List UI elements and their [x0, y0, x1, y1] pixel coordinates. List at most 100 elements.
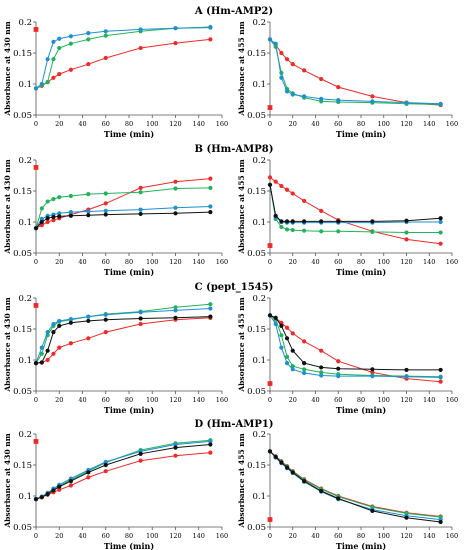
data-point	[438, 216, 443, 221]
data-point	[438, 379, 443, 384]
data-point	[290, 367, 295, 372]
x-tick-label: 120	[400, 120, 412, 128]
data-point	[86, 336, 91, 341]
data-point	[302, 479, 307, 484]
data-point	[279, 224, 284, 230]
series-line	[269, 451, 441, 523]
x-tick-label: 0	[34, 396, 38, 404]
y-tick-label: 0.05	[247, 249, 266, 259]
data-point	[284, 227, 290, 232]
x-tick-label: 0	[268, 258, 272, 266]
data-point	[319, 208, 324, 213]
x-tick-label: 60	[102, 258, 110, 266]
data-point	[279, 219, 284, 224]
x-tick-label: 120	[169, 120, 181, 128]
x-tick-label: 40	[78, 120, 86, 128]
data-point	[319, 488, 324, 494]
y-axis-label: Absorbance at 430 nm	[3, 297, 12, 392]
data-point	[319, 96, 324, 101]
series-green	[267, 182, 443, 235]
series-red	[267, 449, 443, 519]
x-axis-label: Time (min)	[104, 541, 154, 550]
data-point	[45, 357, 50, 363]
data-point	[57, 45, 62, 51]
data-point	[284, 336, 290, 341]
data-point	[319, 76, 324, 82]
data-point	[68, 316, 73, 322]
data-point	[173, 179, 178, 184]
data-point	[68, 209, 73, 215]
x-tick-label: 80	[125, 532, 133, 540]
x-tick-label: 80	[125, 396, 133, 404]
y-axis-label: Absorbance at 455 nm	[237, 21, 246, 116]
data-point	[57, 323, 62, 328]
series-red	[267, 37, 443, 108]
series-green	[33, 24, 213, 91]
data-point	[336, 98, 341, 103]
data-point	[302, 370, 307, 376]
series-line	[35, 444, 211, 500]
series-blue	[33, 25, 213, 91]
series-red	[267, 243, 273, 248]
data-point	[173, 445, 178, 450]
data-point	[290, 348, 295, 353]
chart-panel: 0.05 0.1 0.15 0.2 0 20 40 60 80 100 120 140 160 Time …	[3, 294, 228, 415]
series-green	[33, 302, 213, 366]
y-tick-label: 0.2	[18, 294, 32, 304]
data-point	[336, 229, 341, 234]
y-axis-label: Absorbance at 430 nm	[3, 21, 12, 116]
x-tick-label: 160	[216, 258, 228, 266]
series-green	[267, 449, 443, 520]
x-axis-label: Time (min)	[336, 267, 386, 277]
data-point	[51, 351, 56, 356]
data-point	[51, 57, 56, 62]
data-point	[438, 230, 443, 235]
data-point	[173, 40, 178, 46]
x-axis-label: Time (min)	[104, 405, 154, 415]
data-point	[103, 208, 108, 213]
data-point	[208, 176, 213, 181]
chart-panel: 0.05 0.1 0.15 0.2 0 20 40 60 80 100 120 140 160 Time …	[237, 156, 458, 277]
series-red	[33, 315, 213, 366]
x-tick-label: 20	[289, 396, 297, 404]
x-tick-label: 80	[125, 258, 133, 266]
y-tick-label: 0.1	[252, 356, 266, 366]
y-tick-label: 0.15	[13, 49, 32, 59]
data-point	[290, 92, 295, 97]
data-point	[138, 321, 143, 327]
data-point	[173, 315, 178, 320]
data-point	[103, 469, 108, 474]
x-tick-label: 0	[34, 532, 38, 540]
data-point	[279, 50, 284, 56]
x-tick-label: 160	[446, 396, 458, 404]
data-point	[57, 345, 62, 350]
y-axis-label: Absorbance at 430 nm	[3, 433, 12, 528]
data-point	[279, 183, 284, 189]
data-point	[370, 370, 375, 375]
data-point	[57, 36, 62, 41]
x-tick-label: 100	[146, 120, 158, 128]
data-point	[404, 218, 409, 223]
data-point	[267, 313, 273, 318]
data-point	[279, 345, 284, 350]
data-point	[302, 68, 307, 73]
x-tick-label: 60	[334, 396, 342, 404]
data-point	[302, 228, 307, 233]
data-point	[103, 317, 108, 322]
data-point	[208, 185, 213, 190]
data-point	[319, 229, 324, 234]
x-tick-label: 0	[268, 396, 272, 404]
data-point	[103, 201, 108, 206]
data-point	[103, 29, 108, 34]
x-tick-label: 120	[400, 258, 412, 266]
data-point	[290, 227, 295, 233]
y-tick-label: 0.1	[252, 218, 266, 228]
data-point	[302, 94, 307, 99]
data-point	[138, 458, 143, 463]
x-tick-label: 20	[55, 120, 63, 128]
series-line	[35, 26, 211, 89]
x-tick-label: 60	[102, 532, 110, 540]
data-point	[279, 460, 284, 465]
reference-marker	[33, 165, 39, 170]
x-tick-label: 40	[78, 396, 86, 404]
